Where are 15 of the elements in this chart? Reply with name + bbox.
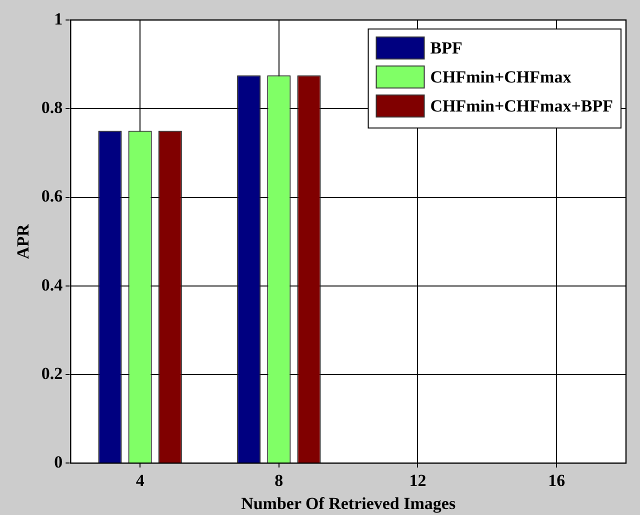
x-axis-title: Number Of Retrieved Images <box>241 494 456 514</box>
y-tick-label: 0 <box>54 452 63 472</box>
y-tick-label: 0.8 <box>41 98 63 118</box>
x-tick-label: 16 <box>548 470 566 490</box>
x-tick-label: 4 <box>136 470 145 490</box>
y-tick-label: 0.4 <box>41 275 64 294</box>
y-tick-label: 0.2 <box>41 364 63 383</box>
x-tick-label: 12 <box>409 470 426 490</box>
y-tick-label: 0.6 <box>41 186 63 206</box>
y-tick-label: 1 <box>54 9 63 28</box>
legend-label: CHFmin+CHFmax+BPF <box>430 96 613 116</box>
legend-label: CHFmin+CHFmax <box>430 67 572 86</box>
y-axis-title: APR <box>14 223 33 260</box>
x-tick-label: 8 <box>274 470 284 490</box>
legend-label: BPF <box>430 38 462 58</box>
